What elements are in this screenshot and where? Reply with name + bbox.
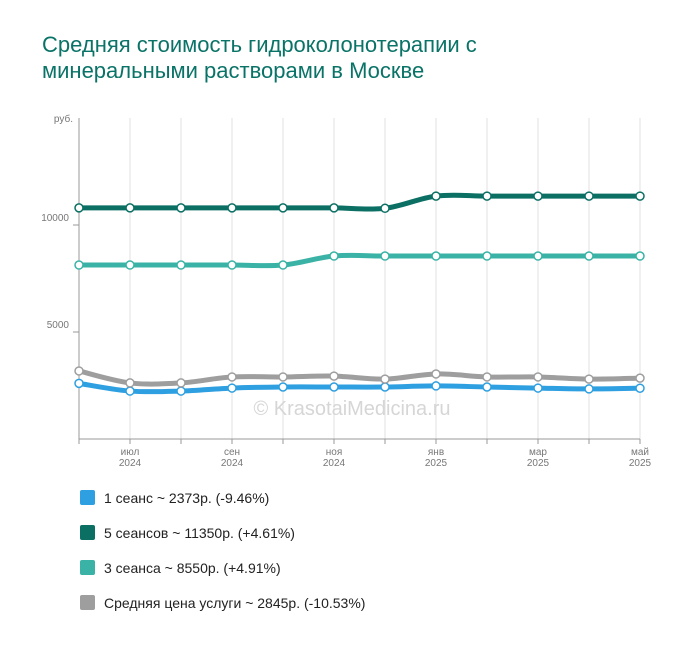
legend-swatch [80,490,95,505]
data-point [635,251,645,261]
data-point [635,191,645,201]
chart-title: Средняя стоимость гидроколонотерапии с ми… [42,32,477,83]
x-tick-label: янв 2025 [425,447,448,469]
series-line [76,368,643,387]
x-tick-label: ноя 2024 [323,447,346,469]
data-point [125,386,135,396]
data-point [533,251,543,261]
y-unit: руб. [54,113,73,125]
data-point [431,191,441,201]
legend-label: 5 сеансов ~ 11350р. (+4.61%) [104,525,295,541]
watermark: © KrasotaiMedicina.ru [253,398,450,420]
data-point [380,382,390,392]
data-point [278,203,288,213]
data-point [278,372,288,382]
data-point [278,382,288,392]
title-line: минеральными растворами в Москве [42,58,424,83]
data-point [227,372,237,382]
data-point [125,203,135,213]
data-point [176,203,186,213]
data-point [431,369,441,379]
data-point [533,372,543,382]
data-point [278,260,288,270]
legend-label: Средняя цена услуги ~ 2845р. (-10.53%) [104,595,365,611]
data-point [329,251,339,261]
data-point [431,251,441,261]
y-tick-label: 5000 [47,320,70,331]
data-point [74,378,84,389]
data-point [227,260,237,270]
data-point [329,203,339,213]
data-point [482,382,492,392]
data-point [176,386,186,396]
series-line [76,252,643,269]
data-point [635,373,645,383]
data-point [533,383,543,393]
data-point [74,366,84,376]
x-tick-label: сен 2024 [221,447,244,469]
legend-label: 3 сеанса ~ 8550р. (+4.91%) [104,560,281,576]
data-point [329,371,339,381]
data-point [533,191,543,201]
data-point [329,382,339,392]
data-point [482,372,492,382]
data-point [227,383,237,393]
data-point [227,203,237,213]
data-point [176,378,186,388]
data-point [74,260,84,270]
data-point [74,203,84,213]
data-point [176,260,186,270]
legend-swatch [80,595,95,610]
data-point [380,203,390,214]
data-point [584,374,594,384]
data-point [380,374,390,384]
series-line [76,192,643,212]
data-point [380,251,390,261]
data-point [482,251,492,261]
data-point [635,383,645,393]
data-point [431,381,441,391]
data-point [584,251,594,261]
data-point [482,191,492,201]
data-point [125,378,135,388]
x-tick-label: мар 2025 [527,447,550,469]
data-point [584,191,594,201]
legend-label: 1 сеанс ~ 2373р. (-9.46%) [104,490,269,506]
x-tick-label: май 2025 [629,447,652,469]
title-line: Средняя стоимость гидроколонотерапии с [42,32,477,57]
y-tick-label: 10000 [41,213,69,224]
data-point [125,260,135,270]
legend-swatch [80,525,95,540]
legend-swatch [80,560,95,575]
data-point [584,384,594,394]
x-tick-label: июл 2024 [119,447,142,469]
